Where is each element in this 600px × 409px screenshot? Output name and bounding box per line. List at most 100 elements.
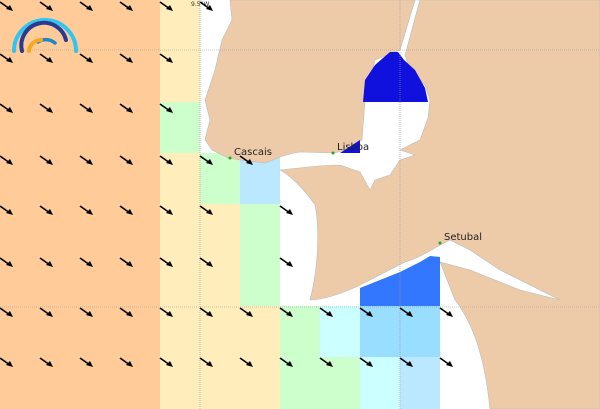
wind-arrow — [199, 307, 213, 317]
cell-yellow — [200, 306, 240, 357]
wind-arrow — [0, 1, 13, 11]
wind-arrow — [39, 53, 53, 63]
place-setubal[interactable]: Setubal — [438, 232, 483, 245]
place-cascais[interactable]: Cascais — [228, 147, 272, 160]
cell-orange — [0, 306, 40, 357]
wind-arrow — [439, 357, 453, 367]
wind-arrow — [399, 357, 413, 367]
cell-cyan — [320, 306, 360, 357]
wind-arrow — [119, 307, 133, 317]
cell-orange — [0, 357, 40, 409]
cell-green — [320, 357, 360, 409]
cell-orange — [120, 306, 160, 357]
wind-arrow — [199, 257, 213, 267]
place-label: Cascais — [234, 147, 272, 158]
wind-arrow — [159, 103, 173, 113]
cell-orange — [120, 102, 160, 153]
wind-arrow — [79, 357, 93, 367]
cell-yellow — [200, 204, 240, 255]
wind-arrow — [119, 103, 133, 113]
wind-arrow — [199, 1, 213, 11]
wind-arrow — [79, 307, 93, 317]
wind-arrow — [79, 155, 93, 165]
wind-arrow — [119, 155, 133, 165]
wind-arrow — [39, 1, 53, 11]
wind-arrow — [0, 307, 13, 317]
wind-arrow — [39, 357, 53, 367]
wind-arrow — [239, 357, 253, 367]
wind-arrow — [319, 307, 333, 317]
cell-yellow — [160, 204, 200, 255]
cell-midblue — [400, 306, 440, 357]
cell-orange — [80, 102, 120, 153]
wind-arrow — [279, 357, 293, 367]
cell-orange — [40, 306, 80, 357]
wind-arrow — [0, 155, 13, 165]
wind-arrow — [0, 53, 13, 63]
wind-arrow — [159, 357, 173, 367]
wind-arrow — [0, 103, 13, 113]
cell-orange — [40, 357, 80, 409]
wind-arrow — [359, 307, 373, 317]
wind-arrow — [119, 205, 133, 215]
wind-arrow — [159, 257, 173, 267]
cell-green — [240, 204, 280, 255]
wind-arrow — [0, 205, 13, 215]
cell-yellow — [240, 357, 280, 409]
wind-arrow — [39, 307, 53, 317]
place-label: Lisboa — [337, 142, 369, 153]
wind-arrow — [159, 53, 173, 63]
logo-icon — [12, 18, 78, 53]
wind-arrow — [279, 257, 293, 267]
cell-green — [280, 357, 320, 409]
wind-arrow — [0, 257, 13, 267]
wind-arrow — [399, 307, 413, 317]
cell-green — [280, 306, 320, 357]
cell-orange — [40, 102, 80, 153]
cell-orange — [120, 0, 160, 50]
cell-orange — [80, 204, 120, 255]
cell-midblue — [360, 306, 400, 357]
place-lisboa[interactable]: Lisboa — [331, 142, 370, 155]
wind-arrow — [39, 257, 53, 267]
tagus-estuary-blue — [340, 52, 428, 153]
wind-arrow — [159, 155, 173, 165]
wind-arrow — [199, 155, 213, 165]
place-marker — [228, 156, 232, 160]
wind-arrow — [79, 103, 93, 113]
wind-arrow — [119, 1, 133, 11]
wind-arrow — [79, 53, 93, 63]
place-label: Setubal — [444, 232, 482, 243]
wind-arrow — [319, 357, 333, 367]
cell-orange — [80, 357, 120, 409]
cell-orange — [40, 204, 80, 255]
wind-arrow — [0, 357, 13, 367]
wind-arrow — [439, 307, 453, 317]
wind-arrow — [159, 307, 173, 317]
wind-arrow — [119, 257, 133, 267]
wind-arrow — [199, 205, 213, 215]
wind-arrow — [79, 1, 93, 11]
wind-arrow — [79, 205, 93, 215]
cell-green — [240, 255, 280, 306]
wind-arrow — [39, 205, 53, 215]
cell-cyan — [360, 357, 400, 409]
wind-arrow — [199, 357, 213, 367]
wind-arrow — [279, 205, 293, 215]
wind-arrow — [239, 155, 253, 165]
wind-arrow — [239, 307, 253, 317]
wind-arrow — [279, 307, 293, 317]
cell-yellow — [160, 306, 200, 357]
wind-arrows — [0, 1, 453, 367]
cell-orange — [120, 204, 160, 255]
cell-orange — [0, 102, 40, 153]
cell-yellow — [200, 357, 240, 409]
wind-arrow — [119, 357, 133, 367]
place-marker — [438, 241, 442, 245]
wind-arrow — [159, 205, 173, 215]
cell-yellow — [240, 306, 280, 357]
cell-orange — [80, 0, 120, 50]
cell-orange — [0, 204, 40, 255]
cell-green — [160, 102, 200, 153]
